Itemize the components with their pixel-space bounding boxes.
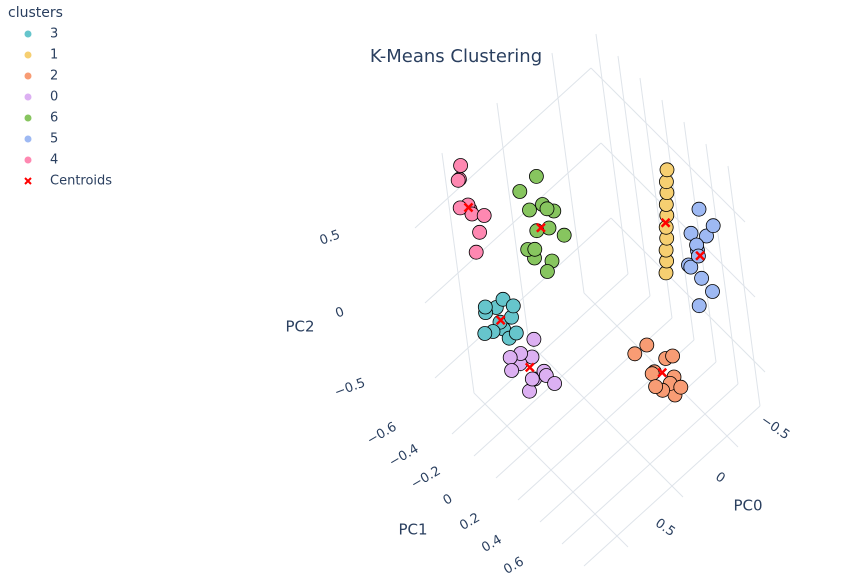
centroid <box>657 367 668 378</box>
legend-label: 1 <box>50 48 58 63</box>
grid-line <box>583 405 761 567</box>
point <box>547 376 562 391</box>
legend-marker <box>24 72 32 80</box>
point <box>526 331 542 347</box>
grid <box>414 33 766 567</box>
point <box>673 379 689 395</box>
grid-line <box>473 295 651 457</box>
point <box>527 241 543 257</box>
point <box>508 325 524 341</box>
grid-line <box>727 165 761 407</box>
point <box>705 284 720 299</box>
x-axis-title: PC0 <box>733 497 762 515</box>
z-tick-label: 0 <box>334 305 347 322</box>
point <box>539 201 555 217</box>
point <box>691 298 707 314</box>
point <box>540 264 555 279</box>
point <box>522 383 537 399</box>
grid-line <box>705 143 739 385</box>
legend-label: 4 <box>50 153 58 168</box>
legend-label: 3 <box>50 27 58 42</box>
legend-label: 5 <box>50 132 58 147</box>
y-tick-label: −0.2 <box>409 464 444 493</box>
centroid <box>695 250 705 261</box>
x-tick-label: −0.5 <box>758 413 792 443</box>
point <box>683 259 699 275</box>
point <box>502 350 518 365</box>
point <box>691 201 707 217</box>
legend: 3 1 2 0 6 5 4 Centroids <box>24 27 112 189</box>
grid-line <box>551 52 585 294</box>
point <box>627 346 643 362</box>
point <box>705 218 721 234</box>
point <box>524 371 540 387</box>
legend-label: 2 <box>50 69 58 84</box>
chart-title: K-Means Clustering <box>370 46 542 67</box>
point <box>644 366 660 382</box>
y-tick-label: −0.6 <box>365 420 400 449</box>
point <box>477 326 493 341</box>
y-tick-label: 0 <box>441 491 456 508</box>
point <box>505 298 521 314</box>
y-tick-label: −0.4 <box>387 442 422 471</box>
y-tick-label: 0.2 <box>457 510 482 533</box>
x-tick-label: 0 <box>712 469 727 486</box>
grid-line <box>496 102 530 344</box>
legend-label: Centroids <box>50 174 112 189</box>
legend-marker <box>24 156 32 164</box>
point <box>699 228 714 244</box>
z-axis-title: PC2 <box>285 318 314 336</box>
grid-line <box>539 361 717 523</box>
point <box>450 172 466 188</box>
centroid <box>536 222 546 233</box>
point <box>639 337 655 353</box>
point <box>468 244 484 260</box>
point <box>477 299 493 315</box>
point <box>659 162 675 178</box>
point <box>476 208 492 223</box>
point <box>648 379 663 395</box>
legend-marker <box>24 114 32 122</box>
y-axis-title: PC1 <box>398 521 427 539</box>
legend-title: clusters <box>8 5 63 21</box>
grid-line <box>561 383 739 545</box>
y-tick-label: 0.6 <box>501 554 526 577</box>
legend-marker <box>24 30 32 38</box>
point <box>504 363 520 378</box>
point <box>665 348 680 364</box>
legend-label: 0 <box>50 90 58 105</box>
grid-line <box>441 152 475 394</box>
centroid <box>463 202 474 213</box>
legend-label: 6 <box>50 111 58 126</box>
point <box>529 168 544 184</box>
grid-line <box>595 33 629 275</box>
centroid <box>660 217 671 228</box>
centroid <box>495 315 506 326</box>
z-tick-label: 0.5 <box>318 227 343 248</box>
legend-marker <box>24 177 32 185</box>
grid-line <box>661 99 695 341</box>
point <box>556 227 572 243</box>
point <box>522 202 537 218</box>
point <box>512 184 528 199</box>
point <box>694 270 709 286</box>
x-tick-label: 0.5 <box>652 516 678 540</box>
centroid <box>524 362 535 373</box>
legend-marker <box>24 135 32 143</box>
point <box>453 158 469 173</box>
legend-marker <box>24 51 32 59</box>
y-tick-label: 0.4 <box>479 532 504 555</box>
grid-line <box>617 55 651 297</box>
z-tick-label: −0.5 <box>333 376 368 401</box>
grid-line <box>517 339 695 501</box>
points <box>450 158 721 403</box>
legend-marker <box>24 93 32 101</box>
point <box>472 224 488 240</box>
grid-line <box>451 273 629 435</box>
